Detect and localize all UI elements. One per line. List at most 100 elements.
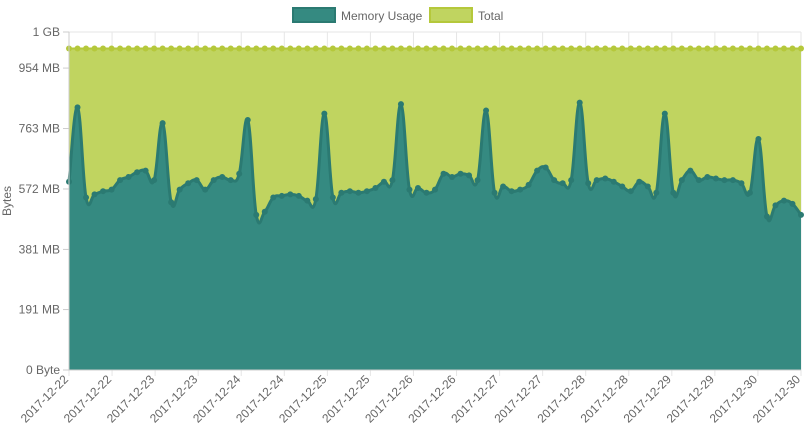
memory-usage-point[interactable] xyxy=(380,178,387,185)
total-point[interactable] xyxy=(134,45,141,52)
total-point[interactable] xyxy=(278,45,285,52)
total-point[interactable] xyxy=(721,45,728,52)
total-point[interactable] xyxy=(738,45,745,52)
total-point[interactable] xyxy=(270,45,277,52)
memory-usage-point[interactable] xyxy=(74,104,81,111)
memory-usage-point[interactable] xyxy=(406,186,413,193)
memory-usage-point[interactable] xyxy=(763,213,770,220)
total-point[interactable] xyxy=(100,45,107,52)
memory-usage-point[interactable] xyxy=(457,170,464,177)
total-point[interactable] xyxy=(670,45,677,52)
total-point[interactable] xyxy=(142,45,149,52)
memory-usage-point[interactable] xyxy=(449,173,456,180)
total-point[interactable] xyxy=(798,45,804,52)
memory-usage-point[interactable] xyxy=(602,175,609,182)
total-point[interactable] xyxy=(772,45,779,52)
total-point[interactable] xyxy=(159,45,166,52)
total-point[interactable] xyxy=(789,45,796,52)
total-point[interactable] xyxy=(780,45,787,52)
memory-usage-point[interactable] xyxy=(551,177,558,184)
memory-usage-point[interactable] xyxy=(712,175,719,182)
total-point[interactable] xyxy=(602,45,609,52)
memory-usage-point[interactable] xyxy=(534,167,541,174)
memory-usage-point[interactable] xyxy=(432,186,438,193)
total-point[interactable] xyxy=(125,45,132,52)
legend-item-total[interactable]: Total xyxy=(429,7,503,23)
memory-usage-point[interactable] xyxy=(542,164,549,171)
total-point[interactable] xyxy=(389,45,396,52)
memory-usage-point[interactable] xyxy=(500,183,507,190)
total-point[interactable] xyxy=(627,45,634,52)
total-point[interactable] xyxy=(397,45,404,52)
total-point[interactable] xyxy=(151,45,158,52)
memory-usage-point[interactable] xyxy=(227,177,234,184)
total-point[interactable] xyxy=(227,45,234,52)
memory-usage-point[interactable] xyxy=(704,173,711,180)
memory-usage-point[interactable] xyxy=(270,194,277,201)
total-point[interactable] xyxy=(593,45,600,52)
total-point[interactable] xyxy=(414,45,421,52)
memory-usage-point[interactable] xyxy=(134,169,141,176)
memory-usage-point[interactable] xyxy=(483,107,490,114)
total-point[interactable] xyxy=(108,45,115,52)
memory-usage-point[interactable] xyxy=(440,170,447,177)
memory-usage-point[interactable] xyxy=(593,177,600,184)
total-point[interactable] xyxy=(202,45,209,52)
total-point[interactable] xyxy=(661,45,668,52)
total-point[interactable] xyxy=(576,45,583,52)
memory-usage-point[interactable] xyxy=(661,110,668,117)
memory-usage-point[interactable] xyxy=(585,180,592,187)
total-point[interactable] xyxy=(321,45,328,52)
memory-usage-point[interactable] xyxy=(414,185,421,192)
total-point[interactable] xyxy=(483,45,490,52)
total-point[interactable] xyxy=(117,45,124,52)
memory-usage-point[interactable] xyxy=(746,189,753,196)
total-point[interactable] xyxy=(636,45,643,52)
total-point[interactable] xyxy=(176,45,183,52)
memory-usage-point[interactable] xyxy=(670,189,677,196)
total-point[interactable] xyxy=(244,45,251,52)
total-point[interactable] xyxy=(83,45,90,52)
memory-usage-point[interactable] xyxy=(627,188,634,195)
memory-usage-point[interactable] xyxy=(610,178,617,185)
memory-usage-point[interactable] xyxy=(244,116,251,123)
total-point[interactable] xyxy=(491,45,498,52)
total-point[interactable] xyxy=(474,45,481,52)
total-point[interactable] xyxy=(253,45,260,52)
total-point[interactable] xyxy=(372,45,379,52)
memory-usage-point[interactable] xyxy=(355,189,362,196)
memory-usage-point[interactable] xyxy=(125,173,132,180)
memory-usage-point[interactable] xyxy=(142,167,149,174)
memory-usage-point[interactable] xyxy=(466,172,473,179)
total-point[interactable] xyxy=(542,45,549,52)
total-point[interactable] xyxy=(619,45,626,52)
memory-usage-point[interactable] xyxy=(151,177,158,184)
total-point[interactable] xyxy=(746,45,753,52)
memory-usage-point[interactable] xyxy=(117,177,124,184)
memory-usage-point[interactable] xyxy=(508,188,515,195)
memory-usage-point[interactable] xyxy=(798,211,804,218)
total-point[interactable] xyxy=(763,45,770,52)
total-point[interactable] xyxy=(355,45,362,52)
memory-usage-point[interactable] xyxy=(644,183,651,190)
memory-usage-point[interactable] xyxy=(517,186,524,193)
total-point[interactable] xyxy=(508,45,515,52)
memory-usage-point[interactable] xyxy=(474,177,481,184)
memory-usage-point[interactable] xyxy=(363,188,370,195)
memory-usage-point[interactable] xyxy=(168,199,175,206)
total-point[interactable] xyxy=(517,45,524,52)
memory-usage-point[interactable] xyxy=(491,189,498,196)
total-point[interactable] xyxy=(363,45,370,52)
memory-usage-point[interactable] xyxy=(397,101,404,108)
total-point[interactable] xyxy=(644,45,651,52)
memory-usage-point[interactable] xyxy=(176,186,183,193)
total-point[interactable] xyxy=(568,45,575,52)
total-point[interactable] xyxy=(729,45,736,52)
total-point[interactable] xyxy=(74,45,81,52)
memory-usage-point[interactable] xyxy=(729,177,736,184)
total-point[interactable] xyxy=(329,45,336,52)
memory-usage-point[interactable] xyxy=(287,191,294,198)
memory-usage-point[interactable] xyxy=(653,189,660,196)
total-point[interactable] xyxy=(525,45,532,52)
total-point[interactable] xyxy=(168,45,175,52)
